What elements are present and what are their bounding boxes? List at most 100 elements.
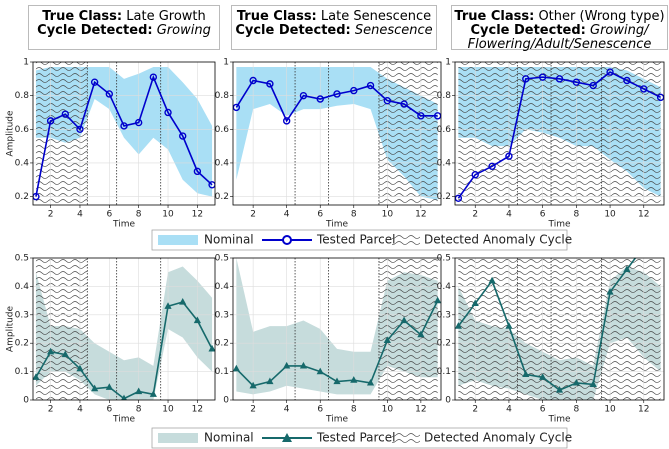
legend-frame (151, 229, 568, 251)
x-tick-label: 10 (162, 210, 174, 220)
tested-parcel-line (457, 71, 661, 199)
x-tick-label: 2 (48, 405, 54, 415)
axes-frame (32, 257, 216, 401)
tested-parcel-line (35, 74, 213, 197)
x-tick-label: 4 (284, 405, 290, 415)
plot-area (33, 62, 215, 205)
tested-parcel-marker (505, 322, 513, 329)
legend: Nominal Tested Parcel Detected Anomaly Cyc… (151, 427, 572, 449)
x-tick-label: 10 (382, 405, 394, 415)
tested-parcel-marker (299, 91, 308, 100)
y-tick-label: 0.6 (15, 125, 30, 135)
subplot: 2 4 6 8 10 12 0.2 0.4 0.6 0.8 1 Time Amplitude (6, 58, 216, 230)
x-tick-label: 2 (48, 210, 54, 220)
x-tick-label: 6 (317, 210, 323, 220)
header-label: Cycle Detected: (37, 23, 153, 38)
legend-swatch (158, 433, 198, 443)
anomaly-cycle (35, 62, 88, 205)
tested-parcel-marker (33, 373, 40, 380)
header-value: Growing/ Flowering/Adult/Senescence (467, 23, 652, 52)
x-tick-label: 8 (573, 210, 579, 220)
tested-parcel-marker (193, 316, 201, 324)
tested-parcel-marker (316, 367, 324, 375)
legend-label: Tested Parcel (316, 233, 395, 247)
y-tick-label: 0.1 (215, 367, 229, 377)
tested-parcel-marker (149, 390, 157, 397)
y-tick-label: 0 (445, 396, 451, 406)
x-tick-label: 10 (382, 210, 394, 220)
header-value: Other (Wrong type) (538, 9, 665, 24)
tested-parcel-marker (623, 76, 631, 85)
tested-parcel-marker (249, 76, 257, 85)
anomaly-cycle (458, 62, 661, 205)
legend-label: Tested Parcel (316, 431, 395, 445)
x-axis-label: Time (547, 220, 570, 230)
tested-parcel-marker (434, 296, 441, 304)
x-tick-label: 4 (506, 405, 512, 415)
tested-parcel-marker (589, 81, 597, 90)
tested-parcel-marker (33, 192, 40, 201)
plot-area (455, 258, 664, 400)
tested-parcel-marker (233, 364, 240, 372)
tested-parcel-marker (471, 171, 479, 179)
y-tick-label: 0.8 (15, 91, 30, 101)
x-tick-label: 8 (351, 405, 357, 415)
tested-parcel-marker (333, 90, 341, 98)
tested-parcel-line (235, 79, 438, 123)
y-tick-label: 0.6 (437, 125, 452, 135)
tested-parcel-marker (61, 350, 69, 358)
subplot: 2 4 6 8 10 12 0 0.1 0.2 0.3 0.4 0.5 Time (437, 254, 665, 425)
x-tick-label: 4 (506, 210, 512, 220)
y-tick-label: 0.4 (437, 282, 452, 292)
x-tick-label: 4 (77, 405, 83, 415)
subplot: 2 4 6 8 10 12 0.2 0.4 0.6 0.8 1 Time (215, 58, 442, 230)
header-value: Senescence (354, 23, 433, 38)
y-tick-label: 0.2 (15, 192, 29, 202)
plot-area (233, 258, 441, 400)
anomaly-cycle (378, 62, 438, 205)
x-tick-label: 6 (106, 210, 112, 220)
tested-parcel-marker (589, 380, 597, 387)
y-tick-label: 0.2 (215, 339, 229, 349)
y-tick-label: 0.4 (437, 158, 452, 168)
legend-label: Nominal (204, 233, 254, 247)
y-tick-label: 0.2 (15, 339, 29, 349)
legend-label: Nominal (204, 431, 254, 445)
x-tick-label: 2 (250, 210, 256, 220)
axes-frame (454, 61, 665, 206)
tested-parcel-marker (572, 78, 581, 86)
x-tick-label: 4 (77, 210, 83, 220)
tested-parcel-marker (606, 68, 614, 76)
tested-parcel-marker (538, 73, 547, 81)
tested-parcel-marker (417, 330, 425, 338)
y-tick-label: 0.3 (15, 310, 29, 320)
y-tick-label: 0.1 (15, 367, 29, 377)
subplot: 2 4 6 8 10 12 0 0.1 0.2 0.3 0.4 0.5 Time Amplitude (6, 254, 216, 425)
tested-parcel-marker (105, 90, 114, 98)
x-tick-label: 8 (136, 405, 142, 415)
x-tick-label: 6 (317, 405, 323, 415)
y-tick-label: 0.4 (215, 158, 230, 168)
x-axis-label: Time (112, 415, 135, 425)
tested-parcel-marker (193, 167, 202, 176)
x-tick-label: 10 (604, 405, 616, 415)
x-tick-label: 2 (472, 405, 478, 415)
x-tick-label: 6 (540, 405, 546, 415)
y-tick-label: 1 (23, 58, 29, 68)
legend-label: Detected Anomaly Cycle (424, 431, 572, 445)
tested-parcel-marker (249, 381, 257, 389)
y-tick-label: 0.2 (437, 339, 451, 349)
tested-parcel-marker (208, 181, 215, 189)
tested-parcel-marker (164, 108, 172, 117)
subplot: 2 4 6 8 10 12 0 0.1 0.2 0.3 0.4 0.5 Time (215, 254, 442, 425)
tested-parcel-marker (455, 322, 462, 329)
y-tick-label: 0.4 (215, 282, 230, 292)
tested-parcel-marker (46, 117, 55, 125)
tested-parcel-marker (121, 394, 127, 400)
plot-area (33, 258, 215, 400)
tested-parcel-marker (350, 376, 358, 383)
legend: Nominal Tested Parcel Detected Anomaly Cyc… (151, 229, 572, 251)
y-tick-label: 0.4 (15, 282, 30, 292)
anomaly-cycle (378, 258, 438, 400)
